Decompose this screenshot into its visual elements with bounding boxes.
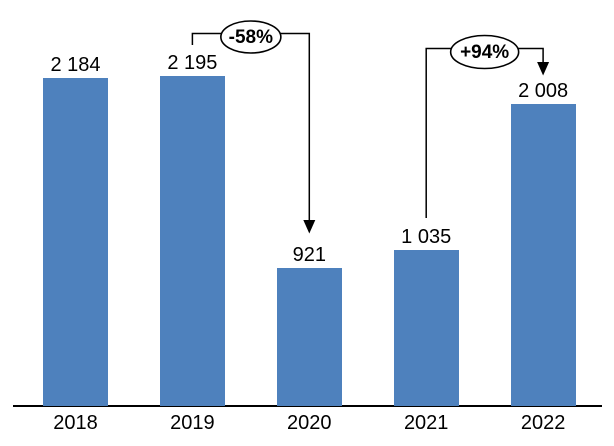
x-tick-label-2018: 2018 — [53, 412, 98, 434]
annotation-label: +94% — [460, 42, 509, 63]
annotation-ellipse — [220, 20, 282, 54]
annotation-ellipse — [449, 34, 520, 70]
x-tick-label-2020: 2020 — [287, 412, 332, 434]
bar-2020 — [276, 268, 342, 406]
bar-2022 — [510, 104, 576, 406]
bar-2019 — [159, 76, 225, 406]
bar-2018 — [43, 78, 108, 406]
x-tick-label-2021: 2021 — [403, 412, 449, 434]
value-label-2019: 2 195 — [167, 52, 218, 74]
value-label-2022: 2 008 — [518, 80, 569, 102]
annotation-label: -58% — [229, 27, 273, 48]
annotation-connector-to — [250, 32, 311, 222]
annotation-connector-to — [484, 47, 544, 64]
x-tick-label-2019: 2019 — [170, 412, 215, 434]
value-label-2018: 2 184 — [50, 54, 101, 76]
value-label-2020: 921 — [292, 244, 326, 266]
value-label-2021: 1 035 — [401, 226, 452, 248]
annotation-arrowhead — [537, 62, 550, 76]
annotation-connector-from — [425, 47, 485, 218]
x-tick-label-2022: 2022 — [520, 412, 566, 434]
x-axis-line — [13, 405, 602, 407]
annotation-connector-from — [191, 32, 251, 45]
bar-2021 — [393, 250, 459, 406]
annotation-arrowhead — [303, 220, 316, 234]
